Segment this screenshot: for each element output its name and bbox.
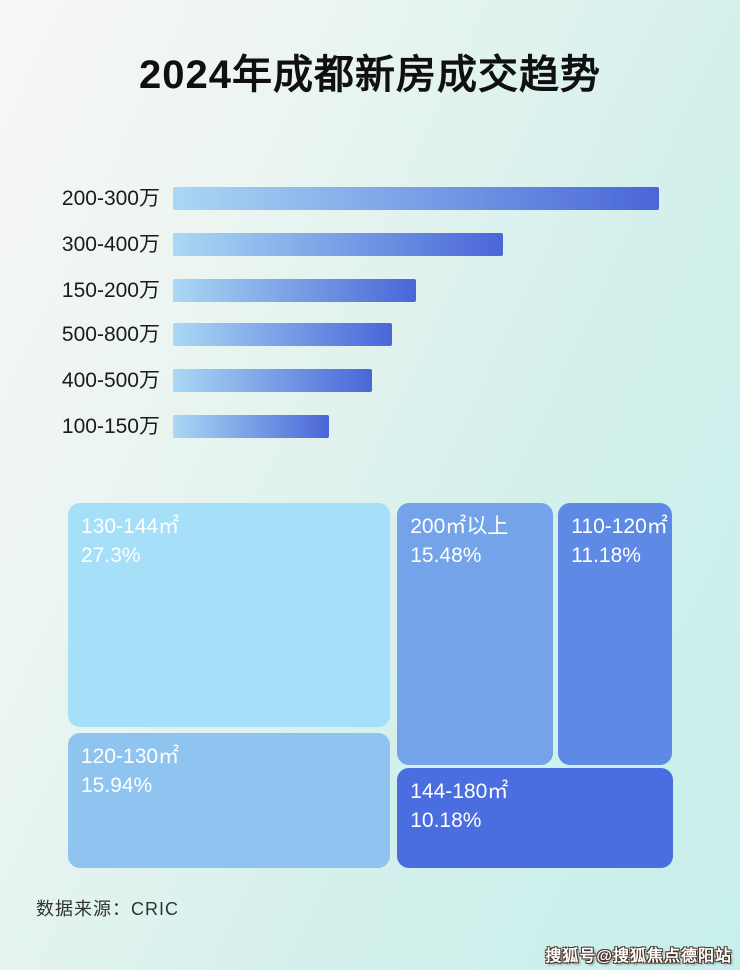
bar-label: 100-150万 — [61, 415, 160, 438]
tile-label: 144-180㎡ — [410, 779, 509, 803]
bar-row: 300-400万 — [0, 233, 740, 256]
price-band-bar-chart: 200-300万 300-400万 150-200万 500-800万 400-… — [0, 180, 740, 450]
tile-value: 10.18% — [410, 808, 482, 832]
bar-row: 100-150万 — [0, 415, 740, 438]
bar-label: 300-400万 — [61, 233, 160, 256]
unit-size-treemap: 130-144㎡ 27.3% 120-130㎡ 15.94% 200㎡以上 15… — [66, 500, 676, 870]
bar-fill — [173, 279, 416, 302]
tile-value: 27.3% — [81, 543, 141, 567]
treemap-tile: 200㎡以上 15.48% — [397, 502, 554, 765]
bar-track — [173, 369, 659, 392]
tile-label: 130-144㎡ — [81, 514, 180, 538]
bar-track — [173, 233, 659, 256]
bar-row: 200-300万 — [0, 187, 740, 210]
bar-fill — [173, 415, 329, 438]
treemap-tile: 110-120㎡ 11.18% — [558, 502, 673, 765]
bar-label: 200-300万 — [61, 187, 160, 210]
bar-track — [173, 415, 659, 438]
bar-fill — [173, 323, 392, 346]
bar-track — [173, 187, 659, 210]
bar-label: 150-200万 — [61, 279, 160, 302]
tile-value: 11.18% — [571, 543, 641, 567]
page-title: 2024年成都新房成交趋势 — [139, 53, 601, 97]
bar-row: 400-500万 — [0, 369, 740, 392]
treemap-tile: 120-130㎡ 15.94% — [68, 733, 391, 869]
sohu-watermark: 搜狐号@搜狐焦点德阳站 — [545, 948, 732, 965]
tile-label: 120-130㎡ — [81, 745, 180, 769]
bar-track — [173, 279, 659, 302]
treemap-tile: 130-144㎡ 27.3% — [68, 502, 391, 727]
bar-fill — [173, 233, 504, 256]
bar-track — [173, 323, 659, 346]
bar-label: 400-500万 — [61, 369, 160, 392]
bar-fill — [173, 369, 373, 392]
tile-value: 15.94% — [81, 774, 153, 798]
bar-label: 500-800万 — [61, 323, 160, 346]
bar-row: 500-800万 — [0, 323, 740, 346]
bar-fill — [173, 187, 659, 210]
tile-value: 15.48% — [410, 543, 482, 567]
bar-row: 150-200万 — [0, 279, 740, 302]
tile-label: 110-120㎡ — [571, 514, 668, 538]
data-source-label: 数据来源：CRIC — [36, 899, 179, 919]
tile-label: 200㎡以上 — [410, 514, 509, 538]
treemap-tile: 144-180㎡ 10.18% — [397, 767, 673, 868]
